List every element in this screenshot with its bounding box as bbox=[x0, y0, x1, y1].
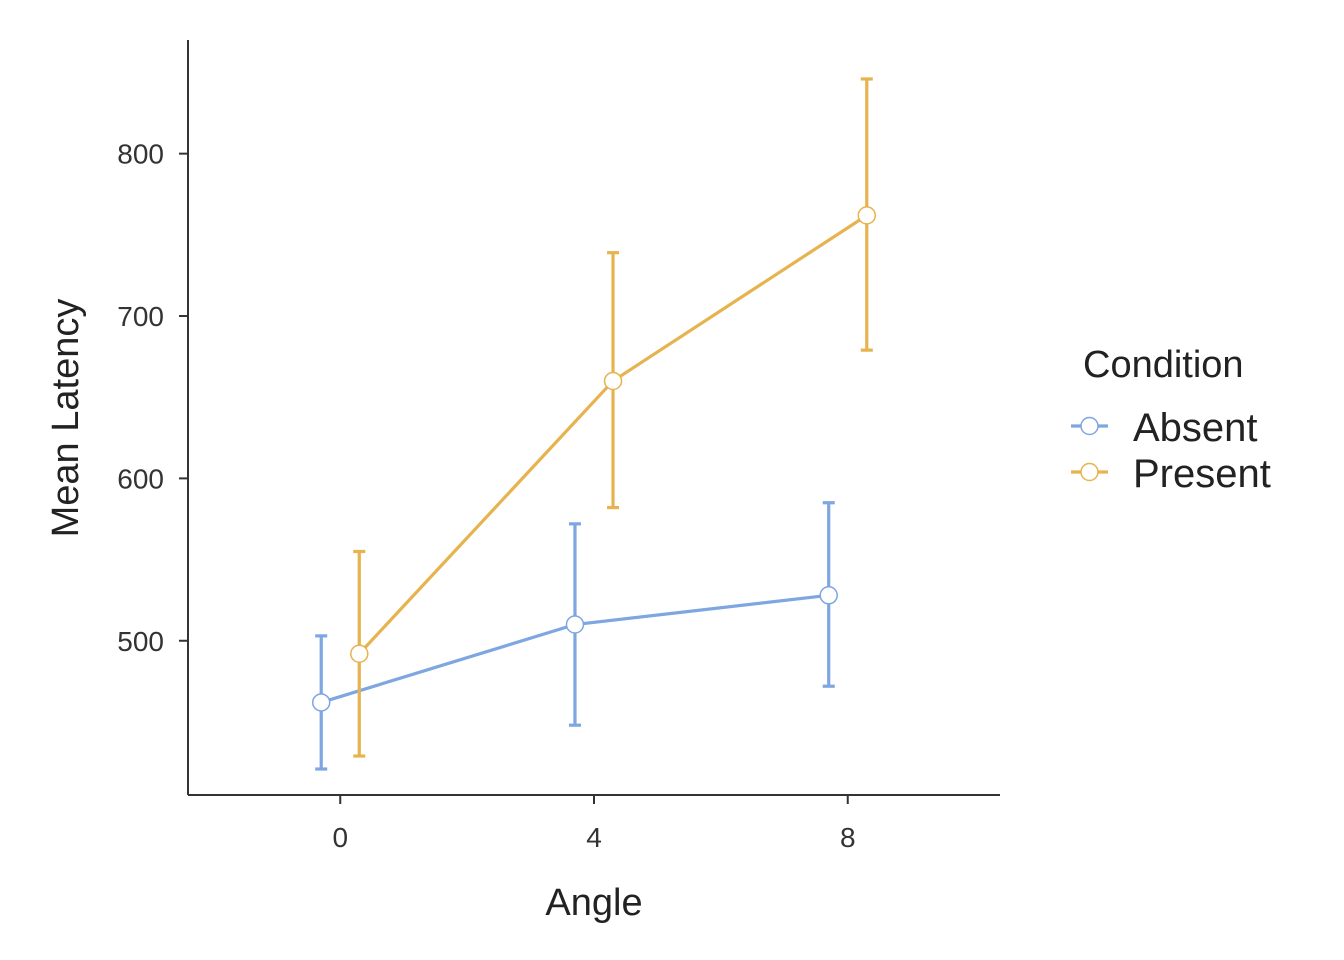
y-tick-label: 500 bbox=[117, 626, 164, 657]
legend-title: Condition bbox=[1083, 344, 1244, 386]
x-tick-label: 0 bbox=[332, 822, 348, 853]
data-point bbox=[311, 693, 331, 712]
data-point bbox=[819, 586, 838, 605]
y-axis-title: Mean Latency bbox=[45, 299, 87, 538]
legend-key-point bbox=[1080, 416, 1099, 436]
data-point bbox=[603, 371, 623, 391]
series-absent bbox=[311, 501, 838, 771]
legend-label: Present bbox=[1133, 452, 1271, 496]
series-present bbox=[350, 77, 877, 758]
y-tick-label: 800 bbox=[117, 139, 164, 170]
x-tick-label: 4 bbox=[586, 822, 602, 853]
x-ticks: 0 4 8 bbox=[332, 795, 856, 853]
plot-area: 500 600 700 800 0 4 8 bbox=[117, 40, 1000, 853]
y-ticks: 500 600 700 800 bbox=[117, 139, 188, 657]
legend-key-point bbox=[1080, 462, 1099, 482]
y-tick-label: 600 bbox=[117, 463, 164, 494]
legend-label: Absent bbox=[1133, 406, 1258, 450]
legend-item-absent: Absent bbox=[1071, 406, 1258, 450]
data-point bbox=[350, 644, 369, 663]
data-point bbox=[857, 206, 877, 225]
data-point bbox=[565, 615, 585, 634]
legend-item-present: Present bbox=[1071, 452, 1271, 496]
y-tick-label: 700 bbox=[117, 301, 164, 332]
x-axis-title: Angle bbox=[545, 882, 642, 924]
series-layer bbox=[311, 77, 877, 771]
x-tick-label: 8 bbox=[840, 822, 856, 853]
